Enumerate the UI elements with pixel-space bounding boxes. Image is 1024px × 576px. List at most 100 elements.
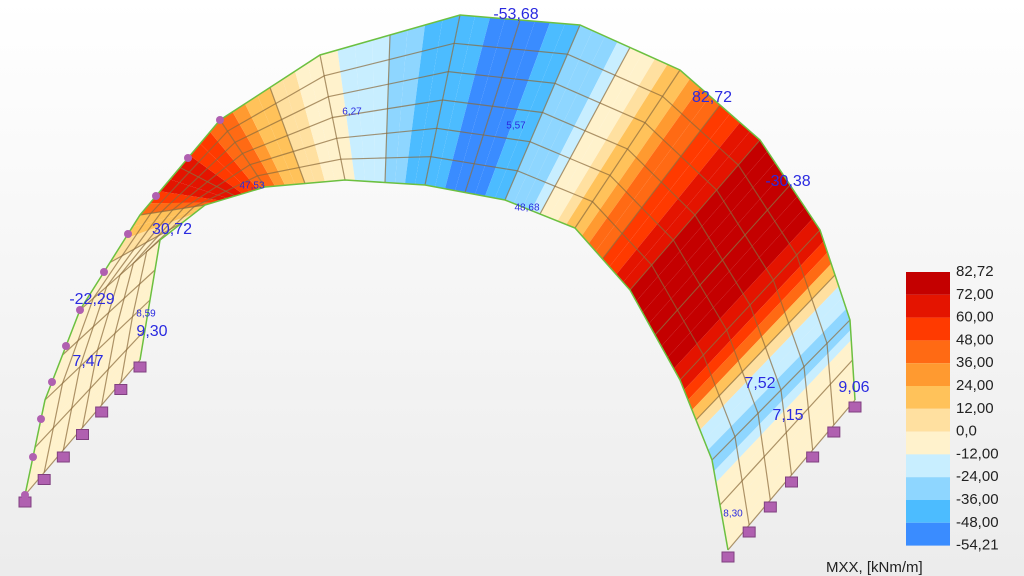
hinge: [48, 378, 56, 386]
legend-swatch: [906, 500, 950, 523]
model-labels: -53,68 82,72 -30,38 6,27 5,57 47,53 48,68 30,72…: [69, 6, 869, 519]
support: [721, 551, 735, 563]
shell-strip: [190, 143, 250, 194]
result-value: 7,15: [772, 407, 803, 424]
shell-strip: [566, 64, 680, 228]
legend-swatch: [906, 477, 950, 500]
support: [806, 451, 820, 463]
result-value: 5,57: [506, 121, 526, 132]
mesh-line: [62, 71, 814, 451]
shell-strip: [270, 79, 315, 184]
result-value: 8,30: [723, 509, 743, 520]
support: [785, 476, 798, 488]
legend-label: 12,00: [956, 400, 994, 417]
legend-swatch: [906, 408, 950, 432]
shell-strip: [531, 41, 630, 214]
result-value: 30,72: [152, 221, 192, 238]
shell-strip: [150, 191, 220, 204]
legend-label: 82,72: [956, 263, 994, 280]
shell-strip: [616, 122, 750, 283]
legend-label: 72,00: [956, 286, 994, 303]
legend-label: -48,00: [956, 514, 999, 531]
shell-strip: [132, 205, 205, 227]
shell-strip: [609, 113, 740, 275]
support: [763, 501, 777, 513]
shell-strip: [337, 45, 365, 182]
shell-surface: [18, 14, 862, 563]
support: [76, 429, 89, 440]
shell-strip: [522, 36, 618, 211]
legend-swatch: [906, 522, 950, 546]
legend-label: -54,21: [956, 537, 999, 554]
shell-strip: [581, 78, 700, 244]
shell-strip: [623, 131, 760, 290]
legend-label: 0,0: [956, 423, 977, 440]
result-value: -22,29: [69, 291, 114, 308]
shell-strip: [200, 131, 258, 192]
legend-swatch: [906, 340, 950, 364]
support: [56, 451, 70, 463]
legend-label: 36,00: [956, 354, 994, 371]
support: [37, 474, 51, 485]
shell-strip: [540, 47, 643, 218]
shell-strip: [232, 103, 285, 187]
legend-swatch: [906, 454, 950, 478]
result-value: 48,68: [514, 203, 539, 214]
shell-strip: [395, 25, 425, 184]
support: [848, 401, 862, 413]
hinge: [62, 342, 70, 350]
shell-strip: [210, 120, 265, 190]
hinge: [216, 116, 224, 124]
result-value: 8,59: [136, 309, 156, 320]
shell-strip: [575, 70, 690, 236]
shell-strip: [282, 71, 325, 183]
result-value: 82,72: [692, 89, 732, 106]
result-value: 6,27: [342, 107, 362, 118]
hinge: [29, 453, 37, 461]
result-value: 7,47: [72, 353, 103, 370]
shell-strip: [588, 87, 710, 252]
legend-label: 48,00: [956, 331, 994, 348]
support: [114, 384, 128, 395]
hinge: [152, 192, 160, 200]
shell-strip: [245, 95, 295, 186]
shell-strip: [513, 30, 605, 207]
hinge: [37, 415, 45, 423]
legend-label: -24,00: [956, 468, 999, 485]
shell-strip: [505, 25, 593, 204]
shell-strip: [372, 35, 390, 183]
mesh-line: [81, 99, 793, 476]
support: [827, 426, 841, 438]
hinge: [76, 306, 84, 314]
legend-swatch: [906, 431, 950, 455]
shell-strip: [257, 87, 305, 185]
legend-unit: MXX, [kNm/m]: [826, 559, 923, 576]
legend-label: 24,00: [956, 377, 994, 394]
shell-strip: [415, 15, 460, 185]
legend-label: 60,00: [956, 309, 994, 326]
shell-strip: [320, 50, 355, 181]
result-value: 47,53: [239, 181, 264, 192]
legend-label: -36,00: [956, 491, 999, 508]
result-value: -53,68: [493, 6, 538, 23]
support: [742, 526, 756, 538]
hinge: [21, 491, 29, 499]
shell-strip: [125, 209, 200, 239]
shell-strip: [102, 222, 183, 275]
legend-swatch: [906, 294, 950, 318]
mesh-line: [120, 156, 750, 526]
shell-strip: [548, 53, 655, 221]
hinge: [100, 268, 108, 276]
hinge: [184, 154, 192, 162]
edge: [139, 179, 729, 551]
legend-swatch: [906, 272, 950, 295]
shell-strip: [595, 96, 720, 259]
shell-strip: [307, 55, 345, 181]
result-value: -30,38: [765, 173, 810, 190]
legend: 82,72 72,00 60,00 48,00 36,00 24,00 12,00 0,0 -1…: [906, 263, 999, 554]
shell-strip: [295, 63, 335, 182]
legend-swatch: [906, 386, 950, 409]
shell-strip: [602, 105, 730, 267]
hinge: [124, 230, 132, 238]
result-value: 9,30: [136, 323, 167, 340]
